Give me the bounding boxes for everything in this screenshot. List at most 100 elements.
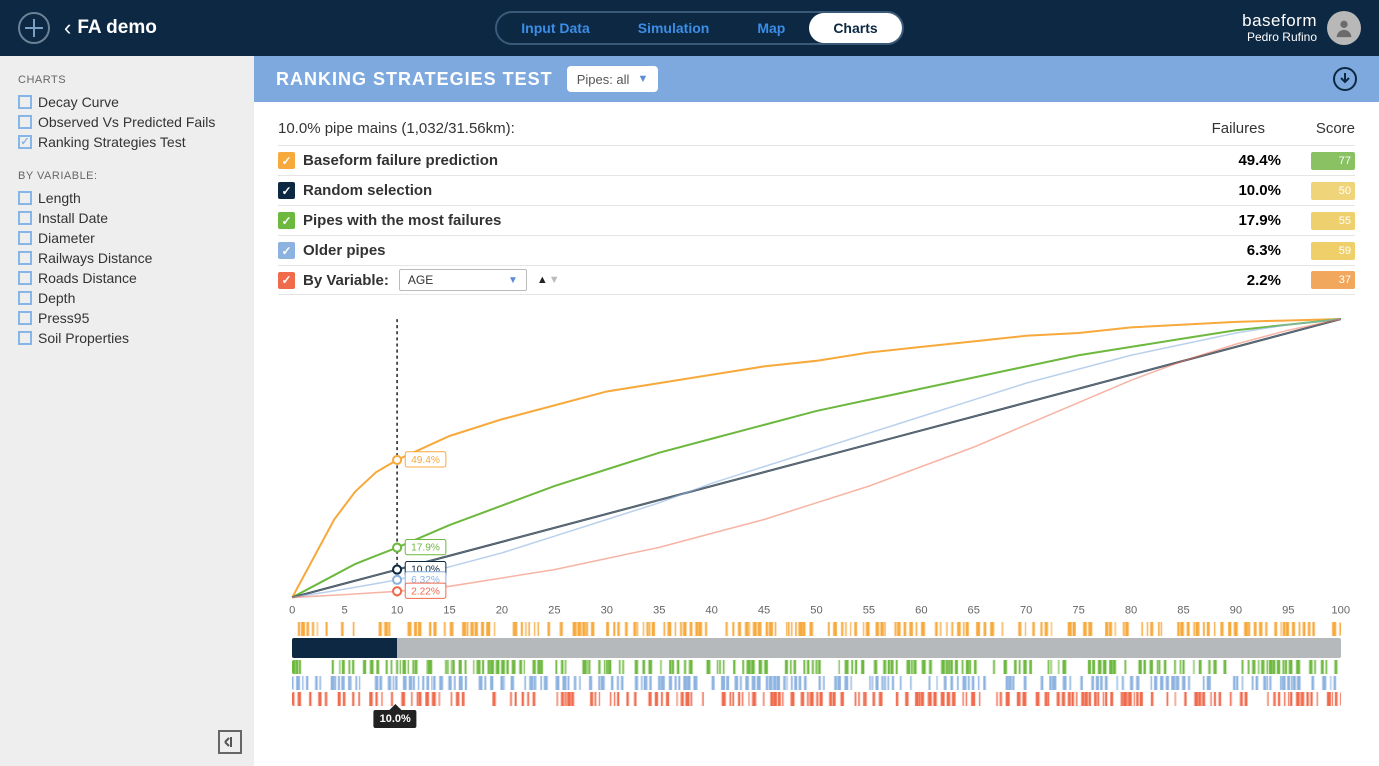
checkbox-icon[interactable] [18, 331, 32, 345]
sidebar-item-variable[interactable]: Railways Distance [18, 248, 254, 268]
checkbox-icon[interactable] [18, 251, 32, 265]
sidebar-item-label: Soil Properties [38, 330, 129, 346]
strategy-checkbox-icon[interactable] [278, 272, 295, 289]
svg-text:70: 70 [1020, 605, 1032, 617]
sidebar-heading-charts: CHARTS [18, 74, 254, 86]
sidebar-item-label: Install Date [38, 210, 108, 226]
tab-input-data[interactable]: Input Data [497, 13, 613, 43]
download-button[interactable] [1333, 67, 1357, 91]
sidebar-item-label: Diameter [38, 230, 95, 246]
checkbox-icon[interactable] [18, 231, 32, 245]
back-chevron-icon[interactable]: ‹ [64, 15, 71, 41]
barcode-strip [292, 622, 1341, 636]
strategy-failures: 2.2% [1101, 272, 1311, 289]
svg-text:10: 10 [391, 605, 403, 617]
sidebar-item-variable[interactable]: Diameter [18, 228, 254, 248]
tab-simulation[interactable]: Simulation [614, 13, 734, 43]
ranking-chart: 49.4%17.9%10.0%6.32%2.22%051015202530354… [278, 315, 1355, 620]
svg-text:80: 80 [1125, 605, 1137, 617]
collapse-sidebar-icon[interactable] [218, 730, 242, 754]
app-title: FA demo [77, 17, 157, 39]
baseform-logo-icon[interactable] [18, 12, 50, 44]
strategy-name: By Variable:AGE▼▲▼ [303, 269, 1101, 291]
sidebar-item-chart[interactable]: Ranking Strategies Test [18, 132, 254, 152]
strategy-checkbox-icon[interactable] [278, 152, 295, 169]
checkbox-icon[interactable] [18, 291, 32, 305]
strategy-score-badge: 55 [1311, 212, 1355, 230]
strategy-checkbox-icon[interactable] [278, 212, 295, 229]
sidebar-item-chart[interactable]: Decay Curve [18, 92, 254, 112]
svg-text:85: 85 [1177, 605, 1189, 617]
svg-text:30: 30 [601, 605, 613, 617]
position-indicator[interactable]: 10.0% [374, 710, 417, 728]
sidebar-item-label: Observed Vs Predicted Fails [38, 114, 215, 130]
checkbox-icon[interactable] [18, 271, 32, 285]
strategy-failures: 17.9% [1101, 212, 1311, 229]
strategy-score-badge: 77 [1311, 152, 1355, 170]
svg-text:95: 95 [1282, 605, 1294, 617]
sidebar-item-label: Roads Distance [38, 270, 137, 286]
column-header-score: Score [1295, 120, 1355, 137]
tab-map[interactable]: Map [733, 13, 809, 43]
avatar[interactable] [1327, 11, 1361, 45]
checkbox-icon[interactable] [18, 115, 32, 129]
strategy-failures: 10.0% [1101, 182, 1311, 199]
svg-text:65: 65 [968, 605, 980, 617]
sidebar-item-variable[interactable]: Depth [18, 288, 254, 308]
checkbox-icon[interactable] [18, 135, 32, 149]
strategy-name: Pipes with the most failures [303, 212, 1101, 229]
strategy-score-badge: 37 [1311, 271, 1355, 289]
sidebar-item-chart[interactable]: Observed Vs Predicted Fails [18, 112, 254, 132]
checkbox-icon[interactable] [18, 191, 32, 205]
svg-text:50: 50 [810, 605, 822, 617]
checkbox-icon[interactable] [18, 311, 32, 325]
strategy-row: Older pipes6.3%59 [278, 235, 1355, 265]
sidebar-item-variable[interactable]: Install Date [18, 208, 254, 228]
svg-text:25: 25 [548, 605, 560, 617]
user-name: Pedro Rufino [1242, 31, 1317, 44]
barcode-strip [292, 676, 1341, 690]
strategy-name: Baseform failure prediction [303, 152, 1101, 169]
summary-row: 10.0% pipe mains (1,032/31.56km): Failur… [278, 120, 1355, 137]
sidebar-item-label: Railways Distance [38, 250, 152, 266]
sidebar-item-label: Decay Curve [38, 94, 119, 110]
pipes-filter-dropdown[interactable]: Pipes: all ▼ [567, 66, 659, 92]
barcode-strip [292, 692, 1341, 706]
svg-text:55: 55 [863, 605, 875, 617]
svg-text:60: 60 [915, 605, 927, 617]
svg-text:35: 35 [653, 605, 665, 617]
main-content: RANKING STRATEGIES TEST Pipes: all ▼ 10.… [254, 56, 1379, 766]
checkbox-icon[interactable] [18, 95, 32, 109]
summary-text: 10.0% pipe mains (1,032/31.56km): [278, 120, 1085, 137]
sort-arrows-icon[interactable]: ▲▼ [537, 274, 560, 286]
checkbox-icon[interactable] [18, 211, 32, 225]
strategy-checkbox-icon[interactable] [278, 242, 295, 259]
barcode-strip [292, 638, 1341, 658]
column-header-failures: Failures [1085, 120, 1295, 137]
variable-select[interactable]: AGE▼ [399, 269, 527, 291]
svg-text:5: 5 [342, 605, 348, 617]
svg-text:49.4%: 49.4% [411, 455, 440, 466]
tab-charts[interactable]: Charts [809, 13, 901, 43]
sidebar-item-variable[interactable]: Soil Properties [18, 328, 254, 348]
topbar: ‹ FA demo Input DataSimulationMapCharts … [0, 0, 1379, 56]
svg-text:40: 40 [705, 605, 717, 617]
nav-tabs: Input DataSimulationMapCharts [157, 11, 1242, 45]
page-title: RANKING STRATEGIES TEST [276, 69, 553, 90]
strategy-row: Pipes with the most failures17.9%55 [278, 205, 1355, 235]
svg-text:90: 90 [1230, 605, 1242, 617]
sidebar-item-label: Depth [38, 290, 75, 306]
sidebar-item-label: Ranking Strategies Test [38, 134, 186, 150]
svg-text:100: 100 [1331, 605, 1350, 617]
strategy-checkbox-icon[interactable] [278, 182, 295, 199]
strategy-row: Random selection10.0%50 [278, 175, 1355, 205]
sidebar-item-variable[interactable]: Length [18, 188, 254, 208]
svg-text:0: 0 [289, 605, 295, 617]
strategy-row: By Variable:AGE▼▲▼2.2%37 [278, 265, 1355, 295]
indicator-label: 10.0% [374, 710, 417, 728]
chart-area: 49.4%17.9%10.0%6.32%2.22%051015202530354… [278, 315, 1355, 740]
sidebar-item-variable[interactable]: Press95 [18, 308, 254, 328]
sidebar-item-variable[interactable]: Roads Distance [18, 268, 254, 288]
pipes-filter-label: Pipes: all [577, 72, 630, 87]
strategy-name: Random selection [303, 182, 1101, 199]
